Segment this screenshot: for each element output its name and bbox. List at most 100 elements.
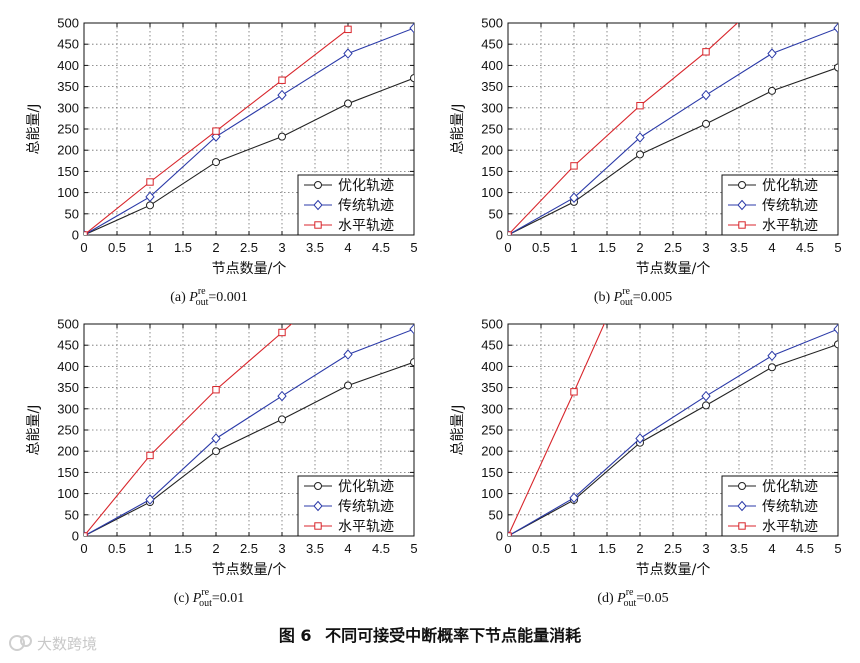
x-tick-label: 0 (80, 541, 87, 556)
x-tick-label: 3.5 (306, 240, 324, 255)
legend-label: 水平轨迹 (338, 519, 394, 535)
data-point (833, 23, 838, 34)
x-tick-label: 2.5 (664, 541, 682, 556)
legend-label: 优化轨迹 (762, 479, 818, 495)
x-tick-label: 1 (570, 240, 577, 255)
x-tick-label: 0.5 (108, 541, 126, 556)
series-line (508, 328, 838, 536)
data-point (409, 23, 414, 34)
data-point (768, 363, 776, 372)
chart-panel-4: 0 0.5 1 1.5 2 2.5 3 3.5 4 4.5 50501001502002503003… (450, 317, 842, 610)
series-line (508, 27, 838, 235)
x-tick-label: 3 (702, 240, 709, 255)
param-value: =0.005 (633, 290, 672, 305)
data-point (767, 48, 777, 59)
x-tick-label: 4 (344, 541, 351, 556)
data-point (702, 401, 710, 410)
data-point (146, 451, 154, 460)
param-sup: re (201, 587, 209, 598)
data-point (277, 390, 287, 402)
param-sub: out (620, 297, 633, 308)
data-point (278, 415, 286, 424)
data-point (409, 324, 414, 335)
data-point (635, 132, 645, 143)
data-point (569, 492, 579, 504)
data-point (635, 433, 645, 444)
y-tick-label: 250 (481, 122, 503, 137)
y-tick-label: 250 (57, 122, 79, 137)
subfigure-label: (d) Pre out=0.05 (597, 587, 668, 609)
y-tick-label: 0 (496, 529, 503, 544)
data-point (146, 201, 154, 210)
legend-label: 传统轨迹 (762, 499, 818, 515)
data-point (569, 192, 579, 203)
x-tick-label: 2.5 (240, 240, 258, 255)
series-line (84, 27, 414, 235)
param-symbol: P (616, 591, 626, 606)
param-symbol: P (192, 591, 202, 606)
y-tick-label: 150 (481, 465, 503, 480)
legend-marker (314, 482, 322, 490)
y-axis-label: 总能量/J (450, 405, 466, 456)
x-tick-label: 4.5 (372, 541, 390, 556)
x-tick-label: 5 (410, 240, 417, 255)
series-line (84, 77, 414, 235)
legend-marker (738, 482, 746, 490)
y-tick-label: 300 (57, 100, 79, 115)
legend-label: 传统轨迹 (338, 198, 394, 214)
param-value: =0.05 (636, 591, 668, 606)
y-tick-label: 150 (481, 164, 503, 179)
y-tick-label: 100 (481, 486, 503, 501)
y-tick-label: 450 (481, 37, 503, 52)
x-axis-label: 节点数量/个 (212, 261, 287, 277)
data-point (343, 48, 353, 59)
x-tick-label: 0.5 (108, 240, 126, 255)
legend-marker (314, 181, 322, 189)
y-tick-label: 300 (481, 401, 503, 416)
legend-marker (313, 500, 323, 512)
data-point (570, 162, 578, 170)
x-tick-label: 4.5 (796, 240, 814, 255)
y-tick-label: 500 (57, 16, 79, 31)
y-tick-label: 400 (481, 359, 503, 374)
param-value: =0.001 (208, 290, 247, 305)
param-sub: out (199, 598, 212, 609)
x-tick-label: 2 (636, 541, 643, 556)
watermark-text: 大数跨境 (37, 634, 98, 653)
y-tick-label: 50 (489, 507, 503, 522)
x-tick-label: 1 (570, 541, 577, 556)
legend-label: 水平轨迹 (762, 218, 818, 234)
data-point (212, 386, 220, 394)
y-tick-label: 350 (57, 380, 79, 395)
y-axis-label: 总能量/J (26, 405, 42, 456)
y-axis-label: 总能量/J (26, 104, 42, 155)
y-tick-label: 500 (57, 317, 79, 332)
legend-marker (738, 221, 746, 229)
caption-text: 不同可接受中断概率下节点能量消耗 (325, 626, 582, 645)
data-point (833, 324, 838, 335)
x-tick-label: 4.5 (796, 541, 814, 556)
data-point (344, 381, 352, 390)
y-tick-label: 500 (481, 317, 503, 332)
data-point (702, 119, 710, 128)
param-sub: out (623, 598, 636, 609)
data-point (278, 132, 286, 141)
legend-label: 优化轨迹 (338, 178, 394, 194)
data-point (834, 340, 838, 349)
y-tick-label: 250 (481, 423, 503, 438)
x-tick-label: 4 (344, 240, 351, 255)
legend-label: 传统轨迹 (338, 499, 394, 515)
y-tick-label: 350 (481, 380, 503, 395)
param-sub: out (196, 297, 209, 308)
x-tick-label: 3.5 (730, 541, 748, 556)
y-tick-label: 50 (65, 206, 79, 221)
legend-marker (313, 199, 323, 211)
x-tick-label: 4 (768, 541, 775, 556)
data-point (834, 63, 838, 72)
data-point (212, 158, 220, 167)
caption-label: 图 6 (278, 626, 312, 645)
y-tick-label: 400 (57, 58, 79, 73)
y-tick-label: 350 (481, 79, 503, 94)
legend-label: 水平轨迹 (338, 218, 394, 234)
